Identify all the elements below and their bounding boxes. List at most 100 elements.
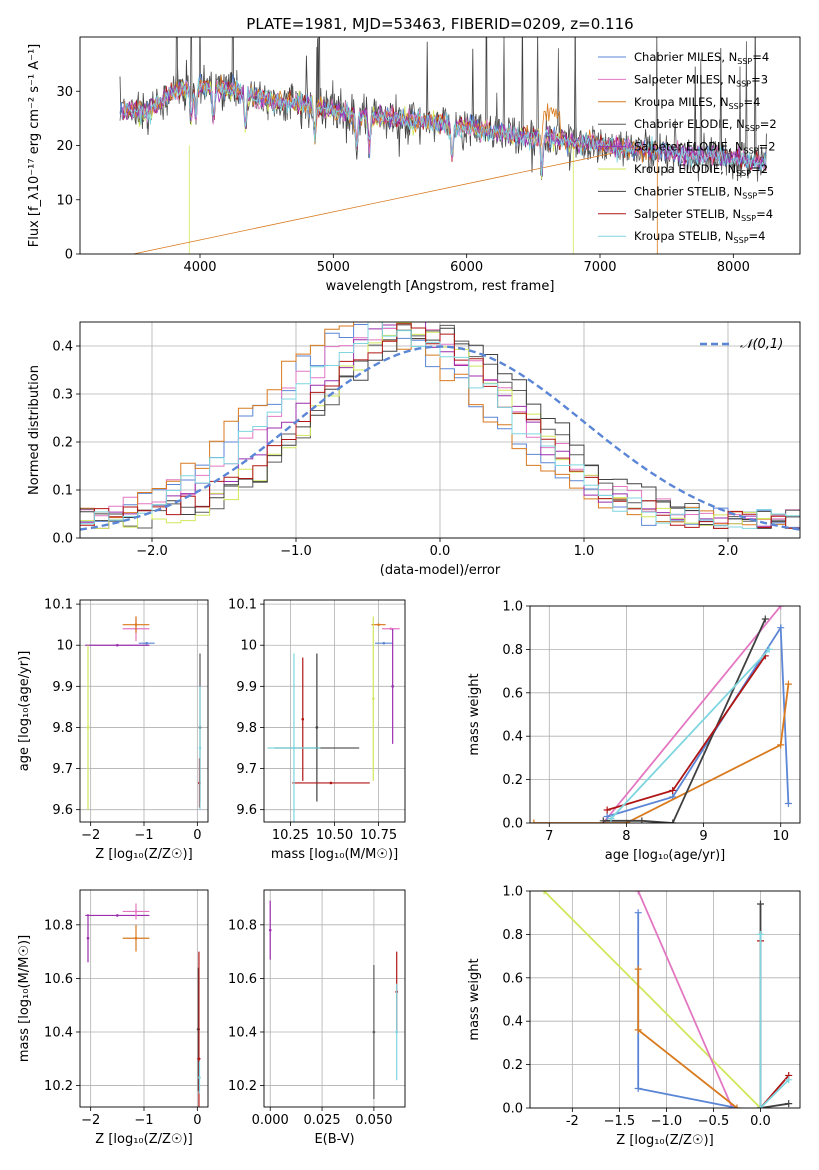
x-tick-label: 0 (193, 828, 201, 843)
data-marker (784, 680, 792, 688)
data-marker (733, 1104, 741, 1108)
legend-label: Kroupa STELIB, NSSP=4 (634, 229, 765, 245)
data-point (198, 1076, 201, 1079)
x-axis-label: (data-model)/error (380, 563, 501, 578)
spectrum-line (121, 81, 767, 177)
y-tick-label: 9.6 (52, 803, 73, 818)
data-marker (777, 606, 785, 610)
data-marker (634, 909, 642, 917)
data-point (371, 697, 375, 700)
residual-histogram (80, 322, 800, 529)
data-point (382, 641, 386, 645)
legend-subscript: SSP (741, 214, 756, 223)
y-tick-label: 10.8 (44, 918, 73, 933)
legend-subscript: SSP (736, 169, 751, 178)
legend-nssp: =3 (751, 72, 768, 86)
x-tick-label: −1 (134, 828, 153, 843)
legend-series-name: Kroupa STELIB, N (634, 229, 734, 243)
panel-age-vs-mass: 10.25 10.50 10.75 9.6 9.7 9.8 9.9 10 10.1 mass [l… (228, 598, 406, 862)
legend-subscript: SSP (745, 124, 760, 133)
data-marker (777, 741, 785, 749)
y-tick-label: 0.8 (502, 928, 523, 943)
x-tick-label: −0.5 (698, 1114, 730, 1129)
y-tick-label: 9.9 (236, 680, 257, 695)
x-tick-label: −1.5 (604, 1114, 636, 1129)
y-tick-label: 0.0 (52, 532, 73, 547)
y-tick-label: 10.4 (228, 1025, 257, 1040)
legend-nssp: =4 (756, 207, 773, 221)
axes-frame (263, 889, 406, 1108)
y-tick-label: 9.9 (52, 680, 73, 695)
grid-lines (264, 600, 405, 822)
y-tick-label: 0.0 (502, 1102, 523, 1117)
data-point (86, 936, 90, 940)
data-point (395, 1030, 399, 1034)
y-axis-label: mass weight (467, 673, 482, 755)
y-tick-label: 0.6 (502, 971, 523, 986)
legend-nssp: =2 (751, 162, 768, 176)
grid-lines (80, 600, 208, 822)
x-tick-label: 7000 (583, 260, 616, 275)
y-axis-label: mass [log₁₀(M/M☉)] (17, 935, 32, 1062)
normal-reference-curve (80, 345, 800, 531)
y-axis-label: Normed distribution (27, 365, 42, 495)
y-axis-label: age [log₁₀(age/yr)] (17, 651, 32, 772)
mass-weight-line (610, 648, 770, 820)
mass-weight-line (533, 683, 790, 823)
x-tick-label: −2.0 (136, 544, 168, 559)
y-tick-label: 20 (56, 139, 73, 154)
data-point (301, 717, 305, 721)
plot-area (268, 900, 399, 1099)
legend-label: 𝒩(0,1) (740, 337, 783, 352)
panel-age-vs-Z: −2 −1 0 9.6 9.7 9.8 9.9 10 10.1 Z [log₁₀(Z/Z☉)] ag… (17, 598, 209, 862)
y-tick-label: 9.8 (52, 721, 73, 736)
mass-weight-line (759, 934, 790, 1108)
panel-massweight-vs-Z: -2 −1.5 −1.0 −0.5 0.0 0.0 0.2 0.4 0.6 0.8 1.0 Z [lo… (467, 885, 801, 1148)
legend-series-name: Chabrier STELIB, N (634, 184, 742, 198)
x-tick-label: 4000 (183, 260, 216, 275)
legend-series-name: Kroupa ELODIE, N (634, 162, 736, 176)
mass-weight-line (637, 969, 738, 1108)
data-point (377, 623, 380, 626)
data-point (145, 641, 148, 645)
data-point (372, 1030, 376, 1034)
residual-histogram (80, 322, 800, 529)
data-point (268, 928, 272, 932)
plot-area (119, 37, 767, 254)
x-tick-label: 0.0 (430, 544, 451, 559)
x-tick-label: -2 (566, 1114, 579, 1129)
axes-frame (529, 890, 801, 1109)
figure-title: PLATE=1981, MJD=53463, FIBERID=0209, z=0… (246, 15, 633, 33)
plot-area (267, 616, 400, 822)
y-tick-label: 1.0 (502, 885, 523, 900)
plot-area (85, 903, 201, 1107)
data-marker (785, 1076, 793, 1084)
data-marker (761, 615, 769, 623)
data-point (391, 685, 394, 688)
x-axis-label: wavelength [Angstrom, rest frame] (326, 279, 555, 294)
data-marker (756, 900, 764, 908)
mass-weight-line (637, 891, 734, 1108)
legend-series-name: Salpeter ELODIE, N (634, 140, 744, 154)
legend-nssp: =2 (759, 140, 776, 154)
legend-nssp: =4 (749, 229, 766, 243)
x-tick-label: −1.0 (280, 544, 312, 559)
y-tick-label: 9.7 (52, 762, 73, 777)
data-marker (634, 965, 642, 973)
legend-label: Salpeter STELIB, NSSP=4 (634, 207, 773, 223)
legend-label: Chabrier ELODIE, NSSP=2 (634, 117, 777, 133)
x-tick-label: 8000 (717, 260, 750, 275)
data-point (116, 643, 119, 647)
legend-series-name: Kroupa MILES, N (634, 95, 729, 109)
y-tick-label: 10 (240, 639, 257, 654)
data-marker (634, 891, 642, 895)
x-tick-label: 0.025 (303, 1113, 340, 1128)
data-marker (784, 799, 792, 807)
data-point (389, 627, 393, 631)
x-tick-label: 0.000 (252, 1113, 289, 1128)
y-tick-label: 10.2 (228, 1079, 257, 1094)
x-tick-label: 1.0 (574, 544, 595, 559)
y-tick-label: 1.0 (502, 600, 523, 615)
legend-nssp: =5 (757, 184, 774, 198)
